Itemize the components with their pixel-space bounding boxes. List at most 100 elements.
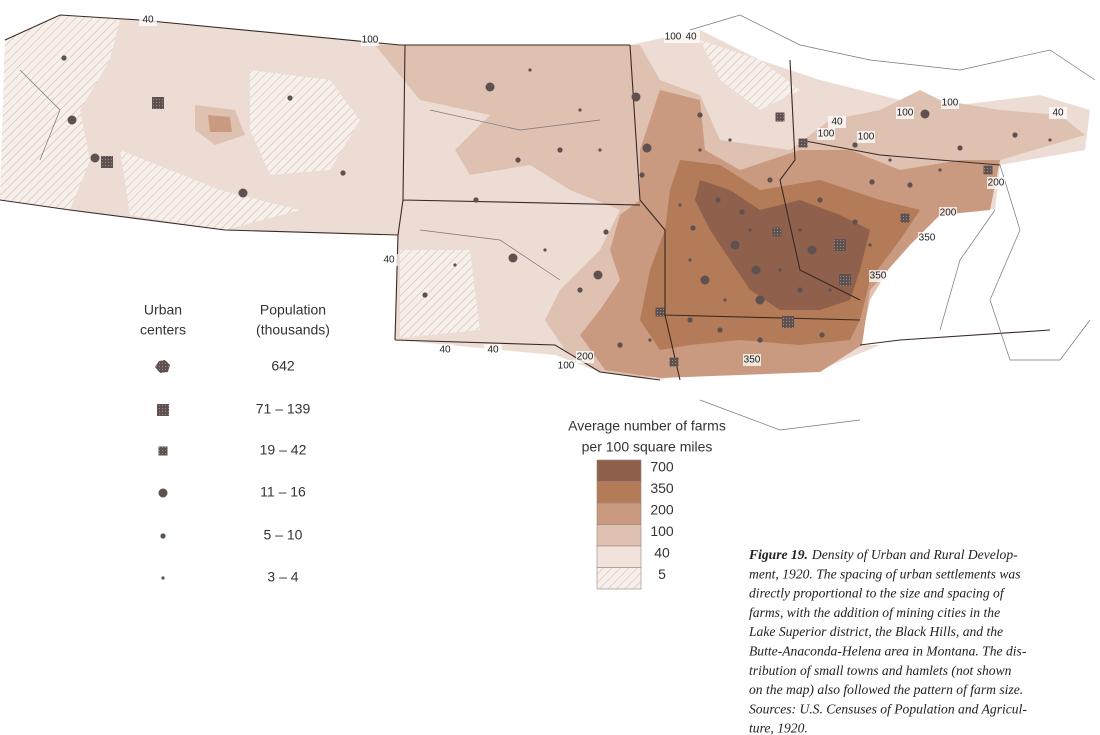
zone-700 [695,180,870,310]
city-symbol [755,295,765,305]
city-symbol [287,95,293,101]
city-symbol [688,258,692,262]
legend-label: 11 – 16 [260,484,306,500]
city-symbol [340,170,346,176]
city-symbol [90,153,100,163]
caption-line: farms, with the addition of mining citie… [749,605,1000,620]
caption-line: Sources: U.S. Censuses of Population and… [749,701,1027,716]
legend-header: Urban [144,302,182,318]
caption-line: tribution of small towns and hamlets (no… [749,663,1012,679]
city-symbol [852,142,858,148]
legend-title: per 100 square miles [582,439,713,455]
city-symbol [852,219,858,225]
water [19,14,1096,431]
label-bg [484,344,502,356]
caption-text: Butte-Anaconda-Helena area in Montana. T… [749,644,1027,659]
legend-swatch [596,502,642,525]
contour-label: 40 [831,117,843,128]
legend-header: (thousands) [256,322,330,338]
city-symbol [639,172,645,178]
contour-label: 100 [362,35,379,46]
city-symbol [767,177,773,183]
label-bg [664,31,682,43]
city-symbol [648,338,652,342]
city-symbol [655,307,665,317]
caption-line: ture, 1920. [749,721,808,735]
city-symbol [757,337,763,343]
city-symbol [775,112,785,122]
city-symbol [617,342,623,348]
legend-swatch [596,567,642,590]
city-symbol [983,165,993,175]
contour-label: 40 [383,255,395,266]
label-bg [1049,107,1067,119]
city-symbol [158,446,168,456]
contour-label: 350 [919,233,936,244]
caption-line: ment, 1920. The spacing of urban settlem… [749,566,1020,581]
legend-label: 5 [658,566,666,582]
label-bg [939,207,957,219]
caption-text: Density of Urban and Rural Develop- [811,547,1018,562]
city-symbol [888,158,892,162]
city-symbol [1012,132,1018,138]
caption-text: on the map) also followed the pattern of… [749,682,1023,698]
legend-swatch [596,545,642,568]
city-symbol [698,148,702,152]
caption-line: Butte-Anaconda-Helena area in Montana. T… [749,644,1027,659]
legend-label: 5 – 10 [264,527,303,543]
city-symbol [907,182,913,188]
city-symbol [155,360,170,373]
urban-legend: Urban centers Population (thousands) 642 71 –… [140,302,330,585]
city-symbol [723,298,727,302]
city-symbol [828,288,832,292]
contour-label: 40 [439,345,451,356]
city-symbol [772,227,782,237]
city-symbol [697,112,703,118]
city-symbol [782,316,794,328]
city-symbol [920,109,930,119]
city-symbol [678,203,682,207]
label-bg [380,254,398,266]
city-symbol [797,287,803,293]
label-bg [361,34,379,46]
city-symbol [603,229,609,235]
contour-label: 40 [142,15,154,26]
caption-text: directly proportional to the size and sp… [749,586,1006,601]
legend-label: 700 [650,459,674,475]
legend-swatch [596,481,642,504]
caption-text: tribution of small towns and hamlets (no… [749,663,1012,679]
label-bg [987,177,1005,189]
label-bg [817,128,835,140]
city-symbol [158,488,168,498]
city-symbol [817,197,823,203]
city-symbol [642,143,652,153]
city-symbol [485,82,495,92]
city-symbol [715,197,721,203]
city-symbol [161,576,165,580]
label-bg [139,14,157,26]
contour-label: 40 [487,345,499,356]
city-symbol [778,268,782,272]
city-symbol [717,327,723,333]
legend-swatch [596,524,642,547]
city-symbol [61,55,67,61]
label-bg [857,131,875,143]
label-bg [557,360,575,372]
city-symbol [515,157,521,163]
city-symbol [798,138,808,148]
figure-label: Figure 19. [748,547,808,562]
legend-label: 100 [650,523,674,539]
label-bg [896,107,914,119]
label-bg [918,232,936,244]
caption-text: ment, 1920. The spacing of urban settlem… [749,566,1020,581]
caption-text: farms, with the addition of mining citie… [749,605,1000,620]
city-symbol [422,292,428,298]
contour-label: 100 [897,108,914,119]
caption-text: ture, 1920. [749,721,808,735]
contour-label: 100 [558,361,575,372]
contour-label: 200 [577,352,594,363]
legend-label: 40 [654,545,670,561]
city-symbol [938,168,942,172]
city-symbol [868,243,872,247]
